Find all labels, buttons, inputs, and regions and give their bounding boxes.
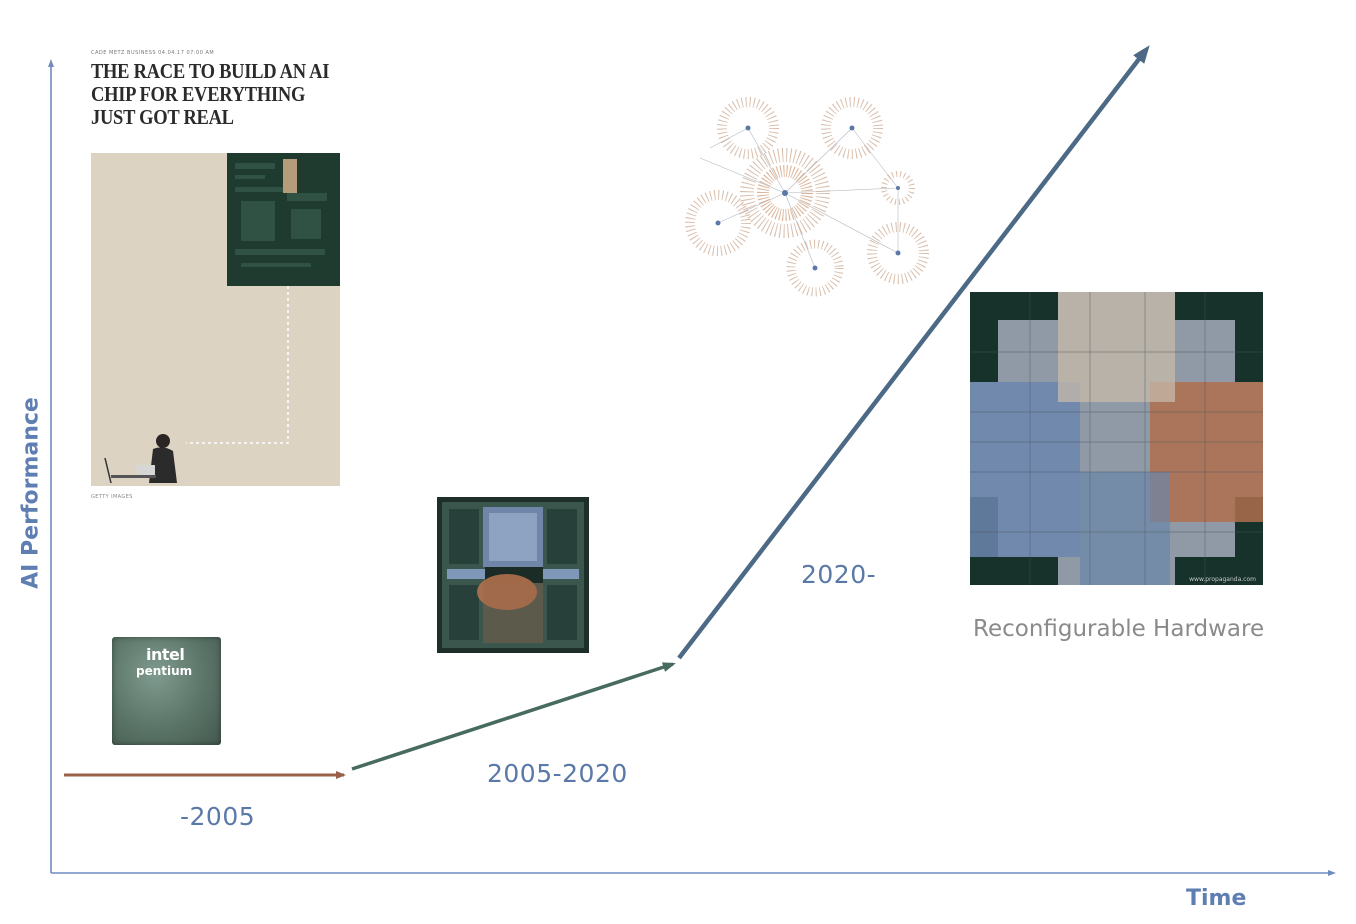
arrow-2020-onward [677,45,1150,660]
article-credit: GETTY IMAGES [91,494,133,500]
reconfigurable-hardware-caption: Reconfigurable Hardware [973,616,1265,642]
article-headline: THE RACE TO BUILD AN AI CHIP FOR EVERYTH… [91,59,330,129]
intel-logo: intel [146,645,185,664]
article-byline: CADE METZ BUSINESS 04.04.17 07:00 AM [91,50,215,56]
fpga-watermark: www.propaganda.com [1189,576,1256,583]
y-axis-label: AI Performance [18,397,44,589]
article-illustration [104,153,340,484]
period-label-2020-onward: 2020- [801,560,877,589]
pentium-logo: pentium [136,664,193,678]
article-photo [91,153,340,486]
intel-pentium-chip: intel pentium [112,637,221,745]
period-label-pre-2005: -2005 [180,802,256,831]
circuit-board-pattern [235,163,327,267]
gpu-die-image [437,497,589,653]
arrow-2005-2020 [351,662,676,771]
network-clusters [685,97,929,297]
article-clipping: CADE METZ BUSINESS 04.04.17 07:00 AM THE… [88,50,348,505]
reconfigurable-hardware-die-image: www.propaganda.com [970,292,1263,585]
period-label-2005-2020: 2005-2020 [487,759,628,788]
neural-network-graph [680,88,935,298]
person-at-laptop [104,434,177,484]
x-axis-label: Time [1186,886,1247,911]
